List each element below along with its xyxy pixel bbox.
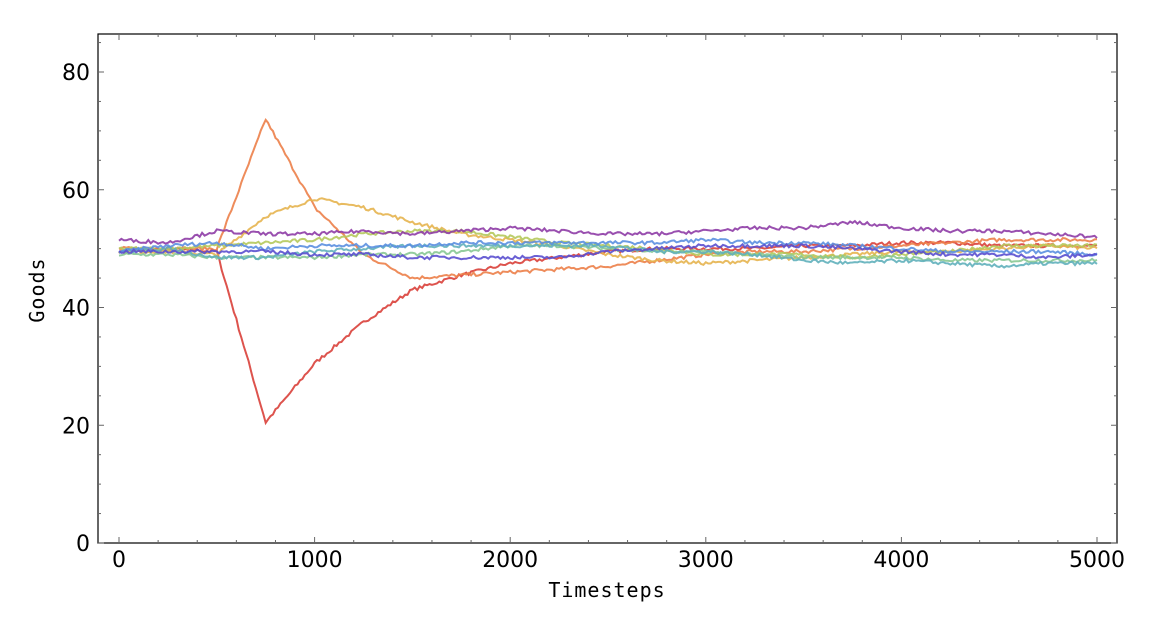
plot-frame [97, 33, 1118, 544]
line-series-9 [118, 219, 1098, 245]
y-tick-label: 40 [62, 297, 90, 322]
line-series-7 [118, 237, 1098, 257]
y-axis: 0 20 40 60 80 [62, 42, 1117, 557]
line-series-5 [118, 242, 1098, 264]
y-tick-label: 20 [62, 414, 90, 439]
x-tick-label: 5000 [1069, 548, 1125, 573]
x-tick-label: 0 [112, 548, 126, 573]
y-tick-label: 0 [76, 532, 90, 557]
x-tick-label: 1000 [287, 548, 343, 573]
x-tick-label: 2000 [482, 548, 538, 573]
y-axis-label: Goods [25, 257, 49, 322]
y-tick-label: 60 [62, 179, 90, 204]
x-axis-label: Timesteps [548, 578, 665, 602]
line-series-1 [118, 239, 1098, 426]
line-series-2 [118, 118, 1098, 281]
x-tick-label: 3000 [678, 548, 734, 573]
x-axis: 0 1000 2000 3000 4000 5000 [112, 34, 1125, 573]
line-series-6 [118, 242, 1098, 269]
line-series-8 [118, 242, 1098, 261]
y-tick-label: 80 [62, 61, 90, 86]
series-lines [118, 118, 1098, 426]
x-tick-label: 4000 [873, 548, 929, 573]
